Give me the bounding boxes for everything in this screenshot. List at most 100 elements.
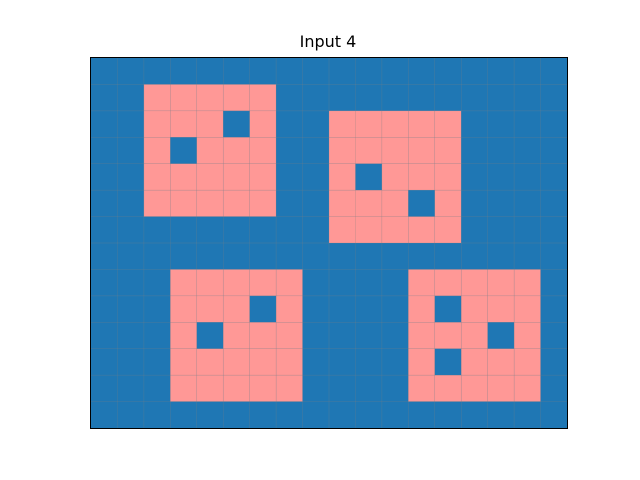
grid-cell [329, 137, 356, 164]
grid-cell [408, 216, 435, 244]
grid-cell [143, 348, 171, 376]
grid-cell [434, 269, 462, 296]
grid-cell [276, 190, 303, 217]
grid-cell [249, 269, 277, 296]
grid-cell [143, 322, 171, 349]
grid-cell [408, 190, 435, 217]
grid-cell [540, 110, 568, 138]
grid-cell [355, 137, 382, 164]
grid-cell [170, 295, 197, 323]
grid-cell [329, 216, 356, 244]
grid-cell [408, 375, 435, 402]
grid-cell [487, 295, 515, 323]
grid-cell [487, 322, 515, 349]
grid-cell [461, 58, 488, 85]
grid-cell [408, 137, 435, 164]
grid-cell [249, 163, 277, 191]
grid-cell [249, 322, 277, 349]
grid-cell [355, 269, 382, 296]
grid-cell [117, 269, 144, 296]
grid-cell [487, 58, 515, 85]
grid-cell [408, 401, 435, 429]
grid-cell [408, 322, 435, 349]
grid-cell [276, 216, 303, 244]
grid-cell [461, 216, 488, 244]
grid-cell [249, 348, 277, 376]
grid-cell [355, 84, 382, 111]
grid-cell [381, 375, 409, 402]
grid-cell [329, 163, 356, 191]
grid-cell [276, 401, 303, 429]
grid-cell [381, 110, 409, 138]
grid-cell [223, 58, 250, 85]
grid-cell [434, 110, 462, 138]
grid-cell [276, 84, 303, 111]
grid-cell [381, 295, 409, 323]
grid-cell [540, 243, 568, 270]
grid-cell [143, 190, 171, 217]
grid-cell [540, 216, 568, 244]
grid-cell [461, 137, 488, 164]
grid-cell [223, 137, 250, 164]
grid-cell [196, 110, 224, 138]
grid-cell [329, 110, 356, 138]
grid-cell [223, 348, 250, 376]
grid-cell [249, 190, 277, 217]
grid-cell [91, 348, 118, 376]
grid-cell [514, 269, 541, 296]
grid-cell [196, 84, 224, 111]
grid-cell [91, 401, 118, 429]
grid-cell [434, 163, 462, 191]
grid-cell [514, 348, 541, 376]
grid-cell [302, 58, 330, 85]
grid-cell [117, 110, 144, 138]
grid-cell [355, 295, 382, 323]
grid-cell [302, 243, 330, 270]
grid-cell [329, 401, 356, 429]
grid-cell [461, 375, 488, 402]
grid-cell [434, 137, 462, 164]
grid-cell [196, 163, 224, 191]
grid-cell [196, 401, 224, 429]
grid-cell [276, 269, 303, 296]
grid-cell [276, 58, 303, 85]
grid-cell [434, 216, 462, 244]
figure-title: Input 4 [299, 32, 357, 51]
grid-cell [381, 163, 409, 191]
grid-cell [514, 401, 541, 429]
grid-cell [223, 295, 250, 323]
grid-cell [196, 295, 224, 323]
grid-cell [249, 84, 277, 111]
grid-cell [276, 295, 303, 323]
grid-cell [540, 348, 568, 376]
grid-cell [117, 84, 144, 111]
grid-cell [196, 375, 224, 402]
grid-cell [249, 295, 277, 323]
grid-cell [91, 295, 118, 323]
grid-cell [514, 58, 541, 85]
grid-cell [223, 216, 250, 244]
grid-cell [461, 243, 488, 270]
grid-cell [329, 269, 356, 296]
grid-cell [170, 163, 197, 191]
grid-cell [143, 243, 171, 270]
grid-cell [302, 401, 330, 429]
grid-cell [461, 84, 488, 111]
grid-cell [487, 110, 515, 138]
grid-cell [196, 58, 224, 85]
grid-cell [381, 84, 409, 111]
grid-cell [223, 375, 250, 402]
grid-cell [143, 269, 171, 296]
grid-cell [355, 58, 382, 85]
grid-cell [355, 348, 382, 376]
grid-cell [434, 243, 462, 270]
grid-cell [223, 401, 250, 429]
grid-cell [302, 216, 330, 244]
grid-cell [540, 322, 568, 349]
grid-cell [170, 322, 197, 349]
grid-cell [434, 58, 462, 85]
grid-cell [540, 84, 568, 111]
grid-cell [223, 269, 250, 296]
grid-cell [91, 375, 118, 402]
grid-cell [461, 401, 488, 429]
